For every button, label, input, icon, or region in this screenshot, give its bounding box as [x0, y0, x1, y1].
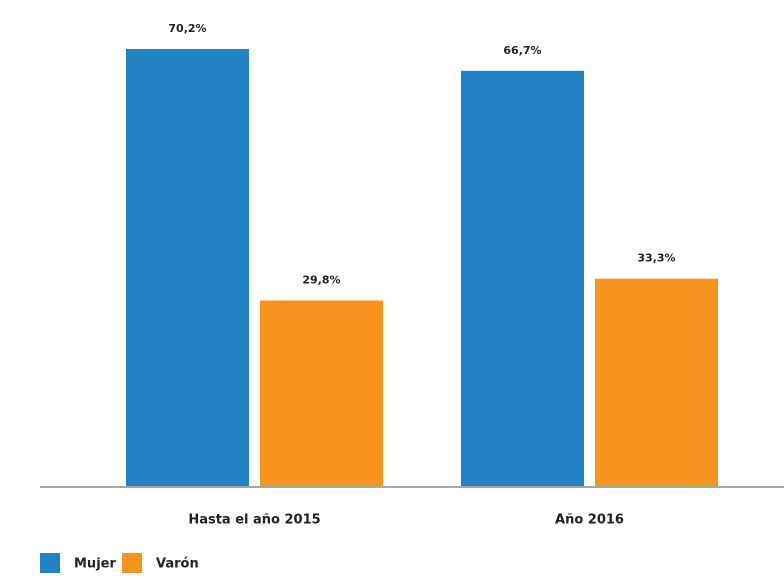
x-tick-label: Año 2016: [555, 513, 624, 528]
legend-swatch: [40, 553, 60, 573]
bar: [260, 300, 383, 486]
value-label: 70,2%: [168, 22, 206, 35]
value-label: 29,8%: [302, 273, 340, 286]
legend-label: Mujer: [74, 557, 116, 572]
legend-label: Varón: [156, 557, 199, 572]
bar: [461, 70, 584, 486]
bar: [595, 278, 718, 486]
legend-swatch: [122, 553, 142, 573]
x-tick-label: Hasta el año 2015: [188, 513, 320, 528]
bar: [126, 49, 249, 486]
value-label: 33,3%: [637, 252, 675, 265]
value-label: 66,7%: [503, 44, 541, 57]
